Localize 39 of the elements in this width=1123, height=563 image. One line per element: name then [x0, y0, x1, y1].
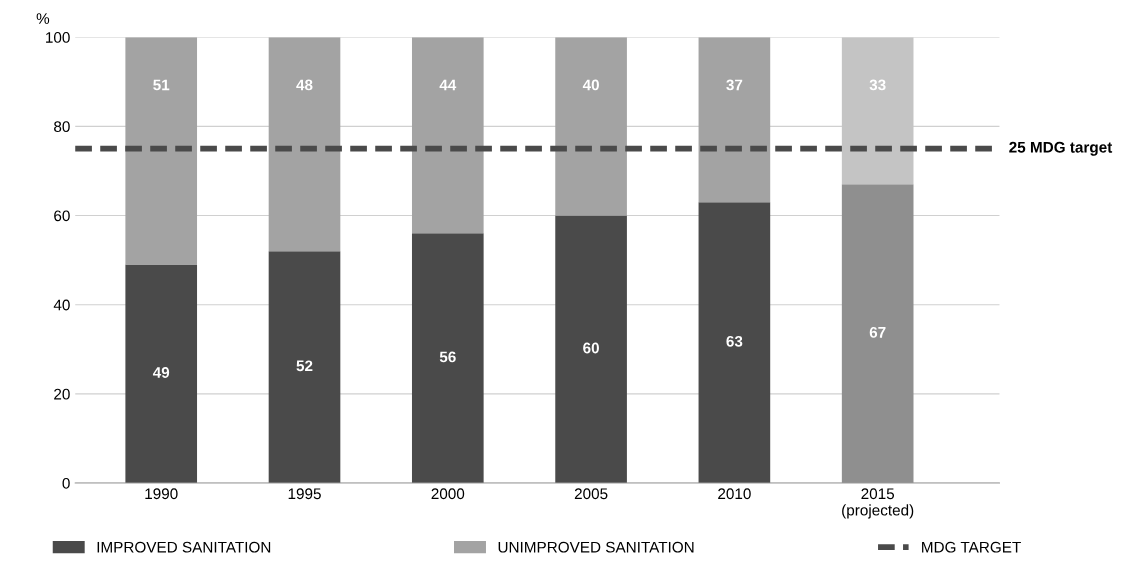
legend-label: IMPROVED SANITATION: [97, 541, 271, 553]
data-label: 49: [152, 367, 170, 378]
text: 25 MDG target: [1009, 141, 1113, 156]
y-tick-label: 60: [54, 210, 70, 222]
bar: [411, 37, 484, 234]
data-label: 37: [726, 79, 743, 91]
legend-label: MDG TARGET: [922, 541, 1021, 553]
x-tick-label: 2010: [718, 488, 751, 500]
bar: [555, 37, 627, 216]
bar: [698, 202, 771, 484]
data-label: 51: [153, 79, 170, 91]
data-label: 40: [582, 79, 599, 91]
data-label: 56: [439, 351, 456, 363]
bar: [411, 233, 484, 484]
y-tick-label: 80: [54, 121, 70, 133]
y-tick-label: 0: [62, 477, 70, 489]
data-label: 52: [296, 360, 313, 372]
bar: [268, 37, 341, 252]
data-label: 48: [296, 79, 313, 91]
x-tick-label: 1990: [145, 488, 178, 500]
data-label: 44: [439, 79, 457, 91]
y-tick-label: 20: [54, 388, 70, 400]
x-tick-label: 2000: [431, 488, 465, 500]
y-axis-title: %: [36, 13, 50, 24]
data-label: 67: [869, 326, 886, 338]
data-label: 33: [869, 79, 886, 91]
bar: [698, 37, 771, 203]
legend-label: UNIMPROVED SANITATION: [498, 541, 694, 553]
bar: [125, 264, 198, 484]
data-label: 63: [726, 335, 743, 347]
bar: [268, 251, 341, 484]
x-tick-label: 1995: [288, 488, 321, 500]
data-label: 60: [583, 342, 599, 354]
x-tick-label: 2015 (projected): [842, 488, 914, 519]
y-tick-label: 100: [46, 32, 70, 43]
y-tick-label: 40: [53, 299, 70, 311]
bar: [125, 37, 198, 265]
bar: [555, 215, 627, 484]
x-tick-label: 2005: [574, 488, 608, 500]
